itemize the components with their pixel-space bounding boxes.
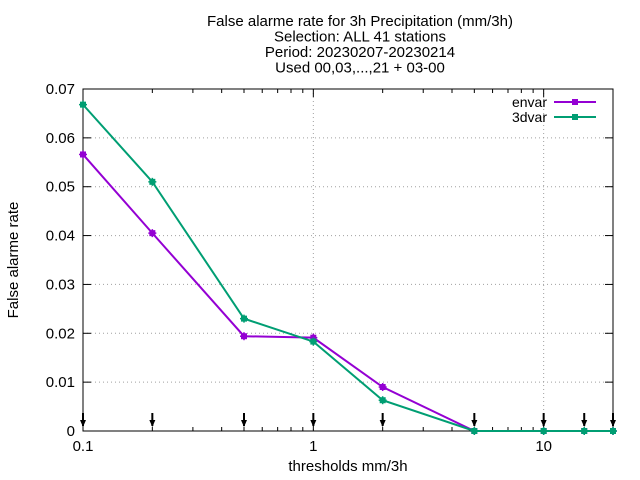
- title-line-2: Selection: ALL 41 stations: [274, 29, 446, 46]
- legend-marker-3dvar: [572, 114, 578, 120]
- title-line-4: Used 00,03,...,21 + 03-00: [275, 60, 445, 77]
- title-line-1: False alarme rate for 3h Precipitation (…: [207, 13, 513, 30]
- y-axis-ticks: 0 0.01 0.02 0.03 0.04 0.05 0.06 0.07: [46, 81, 613, 440]
- y-tick-label: 0: [67, 423, 75, 440]
- threshold-arrow-head: [240, 420, 247, 427]
- threshold-arrow-head: [310, 420, 317, 427]
- y-tick-label: 0.01: [46, 374, 75, 391]
- plot-frame: [82, 88, 614, 432]
- y-tick-label: 0.05: [46, 179, 75, 196]
- x-tick-label: 10: [535, 438, 552, 455]
- data-series: [79, 100, 617, 435]
- y-axis-label: False alarme rate: [5, 202, 22, 319]
- chart-title: False alarme rate for 3h Precipitation (…: [207, 13, 513, 77]
- y-tick-label: 0.03: [46, 276, 75, 293]
- plot-border: [82, 88, 614, 432]
- x-axis-label: thresholds mm/3h: [288, 458, 407, 475]
- threshold-arrow-head: [610, 420, 616, 427]
- x-tick-label: 0.1: [73, 438, 94, 455]
- threshold-arrow-head: [80, 420, 86, 427]
- x-tick-label: 1: [309, 438, 317, 455]
- title-line-3: Period: 20230207-20230214: [265, 44, 455, 61]
- threshold-arrow-head: [149, 420, 156, 427]
- grid-lines: [83, 89, 613, 431]
- x-axis-ticks: 0.1 1 10: [73, 89, 614, 455]
- y-tick-label: 0.06: [46, 130, 75, 147]
- threshold-arrow-head: [540, 420, 547, 427]
- legend-label-3dvar: 3dvar: [512, 109, 547, 125]
- y-tick-label: 0.07: [46, 81, 75, 98]
- threshold-arrow-head: [581, 420, 588, 427]
- legend-label-envar: envar: [512, 94, 547, 110]
- threshold-arrow-head: [471, 420, 478, 427]
- threshold-markers: [80, 413, 616, 427]
- legend-marker-envar: [572, 99, 578, 105]
- y-tick-label: 0.04: [46, 228, 75, 245]
- y-tick-label: 0.02: [46, 325, 75, 342]
- threshold-arrow-head: [379, 420, 386, 427]
